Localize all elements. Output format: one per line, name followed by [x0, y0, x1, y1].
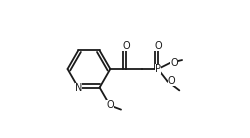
- Text: O: O: [122, 41, 130, 51]
- Text: O: O: [170, 58, 177, 68]
- Text: P: P: [154, 64, 160, 74]
- Text: O: O: [154, 41, 161, 51]
- Text: O: O: [167, 76, 174, 86]
- Text: O: O: [106, 100, 113, 110]
- Text: N: N: [74, 83, 82, 92]
